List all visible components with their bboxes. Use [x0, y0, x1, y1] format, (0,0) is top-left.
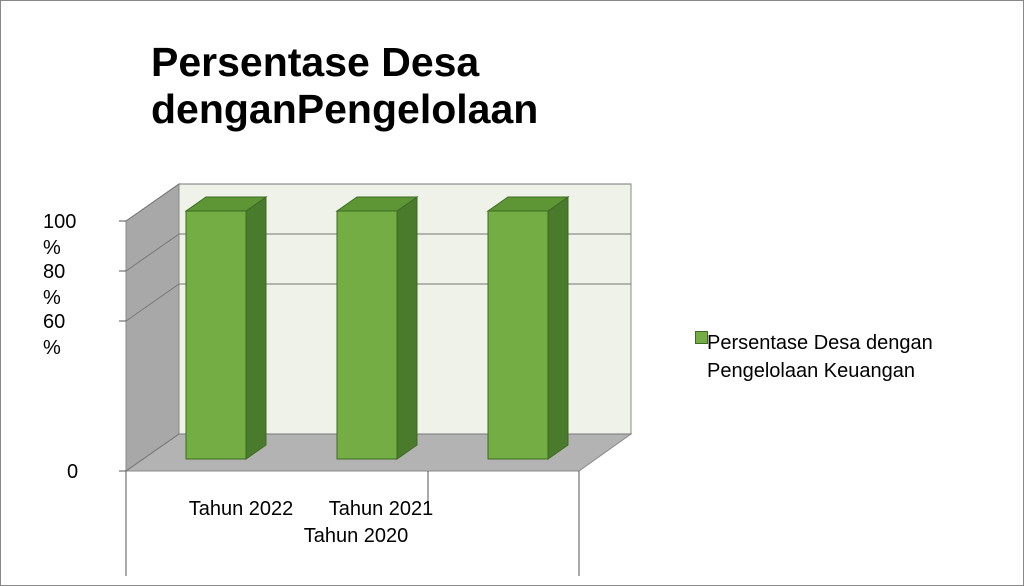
bar: [487, 210, 549, 460]
legend-swatch: [695, 331, 708, 344]
grid-line: [125, 283, 631, 322]
y-tick-label: 100%: [43, 211, 76, 259]
grid-line: [125, 233, 631, 272]
legend-label: Persentase Desa dengan Pengelolaan Keuan…: [707, 332, 933, 382]
bar: [185, 210, 247, 460]
grid-line: [125, 183, 631, 222]
x-tick-label: Tahun 2022: [189, 498, 294, 520]
bar-side: [245, 196, 267, 460]
bar-side: [396, 196, 418, 460]
y-tick-label: 60%: [43, 311, 65, 359]
bar: [336, 210, 398, 460]
x-tick-label: Tahun 2021: [329, 498, 434, 520]
y-tick-label: 80%: [43, 261, 65, 309]
x-tick-label: Tahun 2020: [304, 525, 409, 547]
y-tick-label: 0: [67, 461, 78, 483]
grid-line: [125, 433, 631, 472]
side-wall: [125, 183, 180, 472]
bar-side: [547, 196, 569, 460]
chart-title: Persentase Desa denganPengelolaan: [151, 39, 539, 132]
